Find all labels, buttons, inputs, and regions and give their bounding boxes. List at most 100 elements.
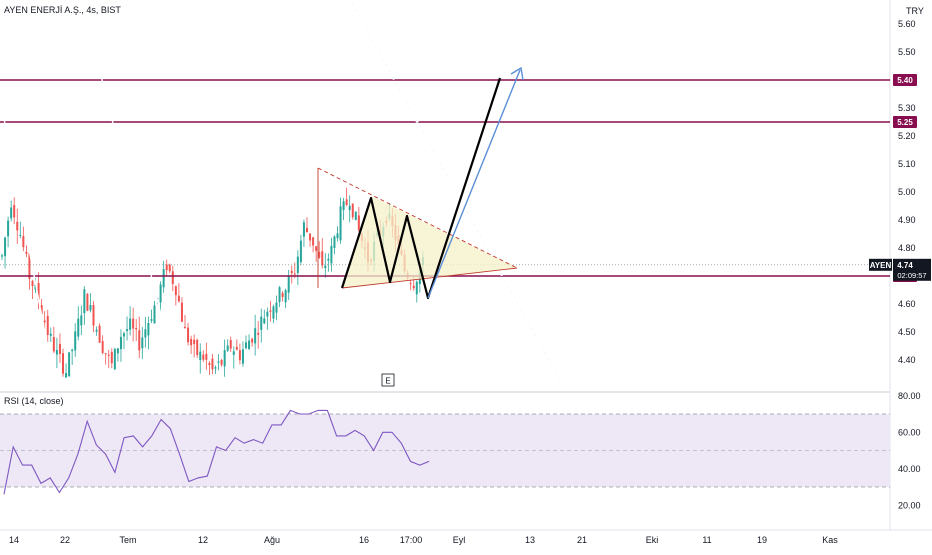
- candle-body: [336, 233, 339, 239]
- candle-body: [22, 236, 25, 248]
- candle-body: [129, 318, 132, 330]
- candle-body: [132, 318, 135, 329]
- trend-line: [81, 0, 181, 391]
- candle-body: [254, 328, 257, 344]
- rsi-tick-label: 20.00: [898, 500, 921, 510]
- candle-body: [302, 222, 305, 237]
- triangle-lower-edge: [341, 267, 518, 289]
- candle-body: [138, 330, 141, 351]
- candle-body: [28, 253, 31, 279]
- time-tick-label: 22: [60, 535, 70, 545]
- dotted-trend-line-shadow: [351, 2, 563, 385]
- candle-body: [202, 354, 205, 360]
- rsi-title[interactable]: RSI (14, close): [4, 396, 64, 406]
- candle-body: [263, 318, 266, 324]
- price-tick-label: 5.10: [898, 159, 916, 169]
- candle-body: [107, 354, 110, 356]
- time-tick-label: Eki: [646, 535, 659, 545]
- candle-body: [333, 236, 336, 248]
- symbol-tag-label: AYEN: [870, 261, 892, 270]
- candle-body: [147, 323, 150, 336]
- candle-body: [25, 251, 28, 254]
- time-tick-label: 14: [9, 535, 19, 545]
- candle-body: [126, 329, 129, 332]
- zigzag-pattern-line: [340, 77, 502, 300]
- candle-body: [208, 362, 211, 366]
- candle-body: [89, 304, 92, 311]
- candle-body: [306, 227, 308, 232]
- price-tick-label: 4.50: [898, 327, 916, 337]
- time-tick-label: 19: [757, 535, 767, 545]
- candle-body: [357, 215, 360, 231]
- candle-body: [217, 361, 220, 363]
- symbol-title[interactable]: AYEN ENERJİ A.Ş., 4s, BIST: [4, 5, 121, 15]
- currency-label: TRY: [906, 6, 924, 16]
- time-tick-label: 13: [525, 535, 535, 545]
- candle-body: [351, 203, 354, 218]
- candle-body: [312, 237, 315, 246]
- candle-body: [321, 251, 324, 266]
- time-tick-label: 17:00: [400, 535, 423, 545]
- candle-body: [165, 264, 168, 271]
- candle-body: [159, 284, 162, 303]
- candle-body: [162, 269, 165, 288]
- rsi-series: [3, 409, 430, 495]
- candle-body: [110, 352, 113, 364]
- bar-countdown-label: 02:09:57: [897, 271, 926, 280]
- triangle-upper-edge: [317, 167, 518, 269]
- candle-body: [248, 340, 251, 350]
- candle-body: [98, 325, 101, 343]
- trend-line: [0, 97, 57, 391]
- candle-body: [119, 336, 122, 350]
- trend-drawings: [0, 0, 564, 391]
- projection-arrow-head: [510, 66, 524, 81]
- candle-body: [123, 333, 125, 337]
- candle-body: [43, 320, 46, 323]
- time-tick-label: 21: [577, 535, 587, 545]
- level-price-tag: [893, 74, 917, 86]
- candle-body: [4, 237, 7, 257]
- candle-body: [211, 358, 214, 370]
- candle-body: [226, 345, 229, 351]
- candle-body: [290, 270, 293, 274]
- time-tick-label: Tem: [119, 535, 136, 545]
- rsi-line: [3, 409, 430, 495]
- candle-body: [46, 315, 49, 335]
- candle-body: [324, 265, 327, 269]
- last-price-label: 4.74: [897, 261, 913, 270]
- time-tick-label: Ağu: [264, 535, 280, 545]
- candle-body: [168, 264, 171, 272]
- time-tick-label: 12: [198, 535, 208, 545]
- candle-body: [86, 294, 89, 311]
- candle-body: [266, 311, 269, 317]
- candle-body: [80, 315, 83, 326]
- candle-body: [150, 319, 153, 321]
- candle-body: [40, 305, 43, 315]
- level-price-tag-label: 5.25: [897, 118, 913, 127]
- price-tick-label: 4.80: [898, 243, 916, 253]
- candle-body: [220, 359, 223, 365]
- earnings-marker[interactable]: [381, 373, 395, 387]
- candle-body: [68, 352, 71, 377]
- candle-body: [95, 329, 98, 332]
- candle-body: [205, 353, 208, 360]
- candle-body: [281, 293, 284, 297]
- projection-arrow-line: [427, 69, 521, 299]
- price-tick-label: 5.60: [898, 19, 916, 29]
- candle-body: [318, 251, 321, 258]
- candle-body: [62, 353, 64, 374]
- candle-body: [16, 221, 19, 231]
- candle-body: [342, 201, 345, 210]
- candle-body: [7, 220, 10, 237]
- candle-body: [104, 353, 107, 355]
- rsi-tick-label: 60.00: [898, 427, 921, 437]
- candle-body: [309, 233, 312, 241]
- price-tick-label: 5.30: [898, 103, 916, 113]
- candle-body: [65, 372, 68, 378]
- level-price-tag: [893, 116, 917, 128]
- candle-body: [116, 348, 119, 354]
- candle-body: [13, 205, 16, 218]
- candle-body: [171, 271, 174, 284]
